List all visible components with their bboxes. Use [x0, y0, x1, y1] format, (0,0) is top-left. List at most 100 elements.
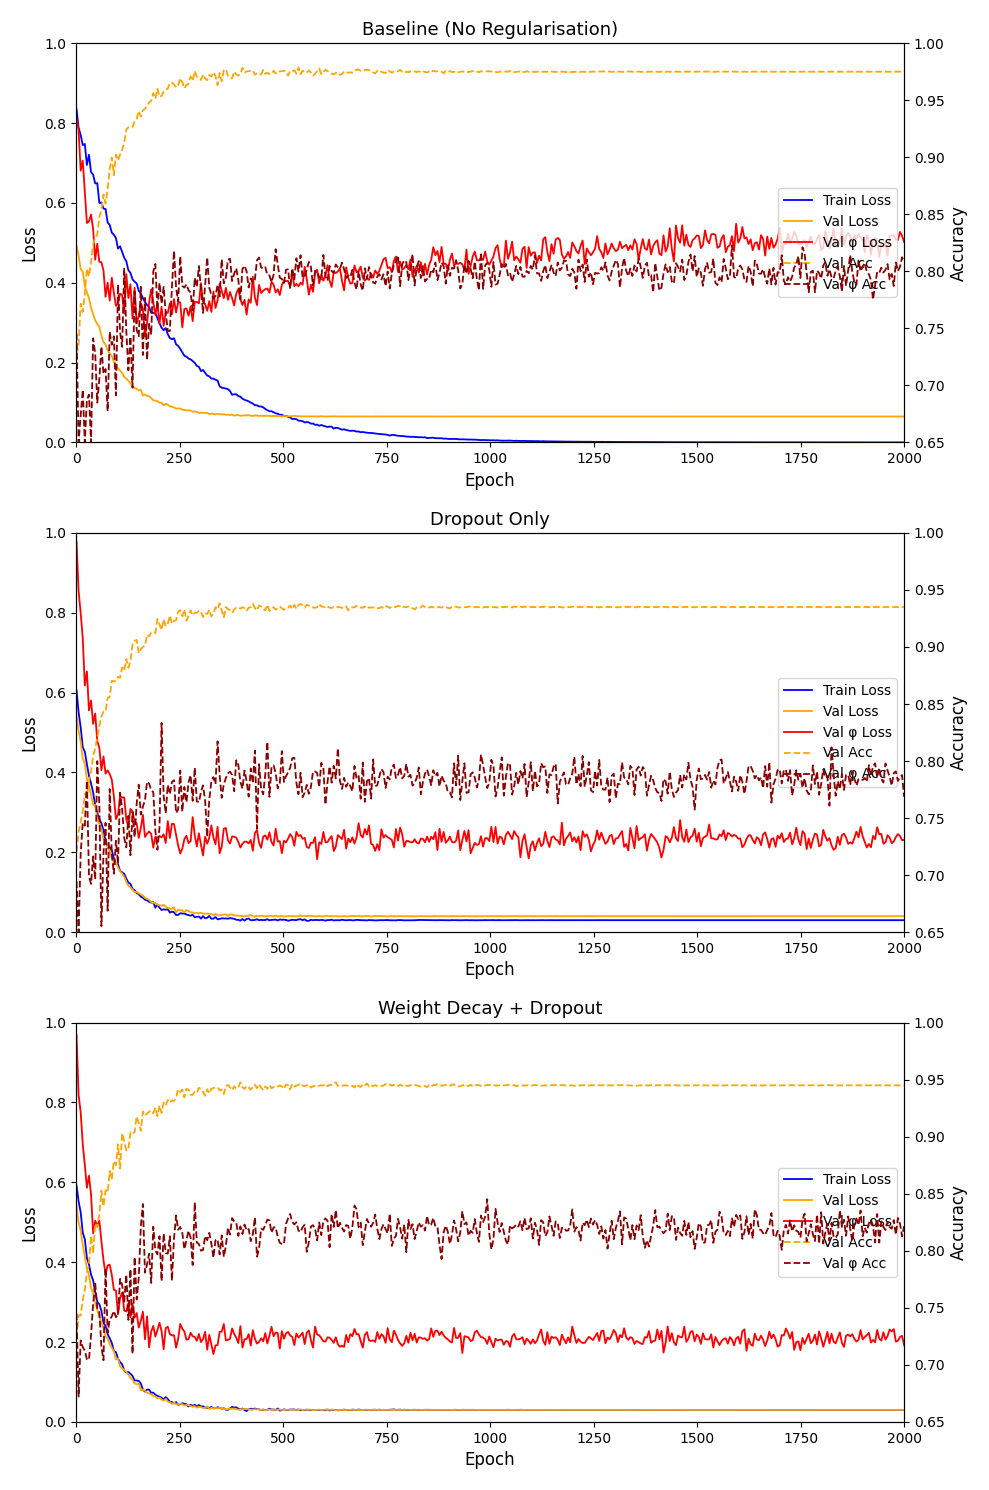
- Val φ Acc: [898, 1217, 910, 1235]
- Train Loss: [170, 1393, 182, 1411]
- Val φ Acc: [70, 325, 82, 343]
- X-axis label: Epoch: Epoch: [465, 1451, 515, 1469]
- Val φ Loss: [401, 831, 412, 849]
- Val φ Loss: [312, 851, 323, 869]
- Line: Val φ Loss: Val φ Loss: [76, 118, 904, 337]
- Val φ Loss: [674, 811, 686, 828]
- Val Acc: [670, 597, 681, 615]
- Train Loss: [898, 912, 910, 930]
- Val φ Loss: [208, 1345, 220, 1363]
- Val Loss: [367, 408, 379, 426]
- Legend: Train Loss, Val Loss, Val φ Loss, Val Acc, Val φ Acc: Train Loss, Val Loss, Val φ Loss, Val Ac…: [778, 678, 897, 787]
- Line: Val φ Loss: Val φ Loss: [76, 1036, 904, 1354]
- Val Acc: [70, 1328, 82, 1345]
- Val φ Acc: [342, 1217, 354, 1235]
- Train Loss: [593, 912, 605, 930]
- Val φ Acc: [72, 1387, 84, 1405]
- Val Loss: [674, 907, 686, 925]
- Val φ Loss: [170, 1340, 182, 1357]
- Train Loss: [342, 1401, 354, 1418]
- Val Loss: [401, 408, 412, 426]
- Val Loss: [170, 903, 182, 921]
- Val Loss: [401, 1401, 412, 1418]
- Val Acc: [674, 597, 686, 615]
- Val Acc: [234, 1073, 246, 1091]
- Val Loss: [898, 1401, 910, 1418]
- Val Acc: [70, 843, 82, 861]
- Legend: Train Loss, Val Loss, Val φ Loss, Val Acc, Val φ Acc: Train Loss, Val Loss, Val φ Loss, Val Ac…: [778, 1168, 897, 1277]
- Line: Val Loss: Val Loss: [76, 714, 904, 916]
- Val Loss: [70, 705, 82, 723]
- Val Acc: [342, 602, 354, 620]
- Val Loss: [670, 907, 681, 925]
- Val φ Loss: [401, 256, 412, 274]
- Y-axis label: Loss: Loss: [21, 714, 39, 751]
- Line: Val φ Acc: Val φ Acc: [76, 723, 904, 933]
- Val Loss: [340, 407, 352, 425]
- Val φ Acc: [70, 872, 82, 890]
- Train Loss: [70, 1177, 82, 1195]
- Val φ Loss: [401, 1328, 412, 1345]
- Val Acc: [170, 79, 182, 97]
- Val Acc: [170, 611, 182, 629]
- Val φ Acc: [174, 761, 186, 779]
- Line: Train Loss: Train Loss: [76, 1186, 904, 1411]
- Val φ Acc: [674, 262, 686, 280]
- Val Acc: [670, 1076, 681, 1094]
- Line: Train Loss: Train Loss: [76, 109, 904, 443]
- Train Loss: [668, 434, 679, 451]
- Val φ Acc: [70, 1304, 82, 1322]
- Y-axis label: Loss: Loss: [21, 225, 39, 261]
- Line: Val Loss: Val Loss: [76, 246, 904, 417]
- Train Loss: [70, 100, 82, 118]
- Val Acc: [214, 595, 225, 612]
- Train Loss: [70, 681, 82, 699]
- Val Loss: [170, 1395, 182, 1413]
- Train Loss: [303, 912, 315, 930]
- Val φ Acc: [898, 252, 910, 270]
- Val φ Acc: [342, 267, 354, 285]
- Title: Baseline (No Regularisation): Baseline (No Regularisation): [362, 21, 618, 39]
- Title: Weight Decay + Dropout: Weight Decay + Dropout: [378, 1000, 602, 1018]
- Val Loss: [593, 1401, 605, 1418]
- Val Acc: [401, 599, 412, 617]
- Val Acc: [674, 63, 686, 80]
- Train Loss: [340, 422, 352, 440]
- Val φ Acc: [673, 1219, 684, 1237]
- Val φ Loss: [70, 109, 82, 127]
- Val φ Acc: [595, 778, 607, 796]
- Val φ Loss: [898, 1337, 910, 1354]
- Val Loss: [674, 1401, 686, 1418]
- Y-axis label: Accuracy: Accuracy: [950, 694, 968, 770]
- Line: Val Acc: Val Acc: [76, 67, 904, 355]
- Val Acc: [898, 63, 910, 80]
- Train Loss: [401, 912, 412, 930]
- Line: Val Loss: Val Loss: [76, 1205, 904, 1411]
- Val Acc: [170, 1089, 182, 1107]
- Val φ Loss: [674, 1328, 686, 1345]
- Val φ Loss: [593, 831, 605, 849]
- Val Acc: [293, 58, 305, 76]
- Val φ Acc: [344, 778, 356, 796]
- Val φ Acc: [898, 788, 910, 806]
- Val Acc: [593, 599, 605, 617]
- Train Loss: [898, 434, 910, 451]
- Val φ Acc: [172, 292, 184, 310]
- Val φ Acc: [676, 1226, 688, 1244]
- Val φ Acc: [401, 253, 412, 271]
- Val Loss: [70, 237, 82, 255]
- Val φ Loss: [70, 1027, 82, 1044]
- Val Loss: [401, 907, 412, 925]
- Val φ Acc: [593, 264, 605, 282]
- Y-axis label: Loss: Loss: [21, 1204, 39, 1241]
- Val Acc: [342, 1077, 354, 1095]
- Val φ Acc: [72, 924, 84, 942]
- Train Loss: [892, 434, 904, 451]
- Val Loss: [259, 1402, 271, 1420]
- Val φ Loss: [674, 234, 686, 252]
- Val Acc: [674, 1076, 686, 1094]
- Train Loss: [673, 434, 684, 451]
- Line: Val Acc: Val Acc: [76, 1082, 904, 1337]
- Val Loss: [670, 408, 681, 426]
- Val φ Acc: [726, 237, 738, 255]
